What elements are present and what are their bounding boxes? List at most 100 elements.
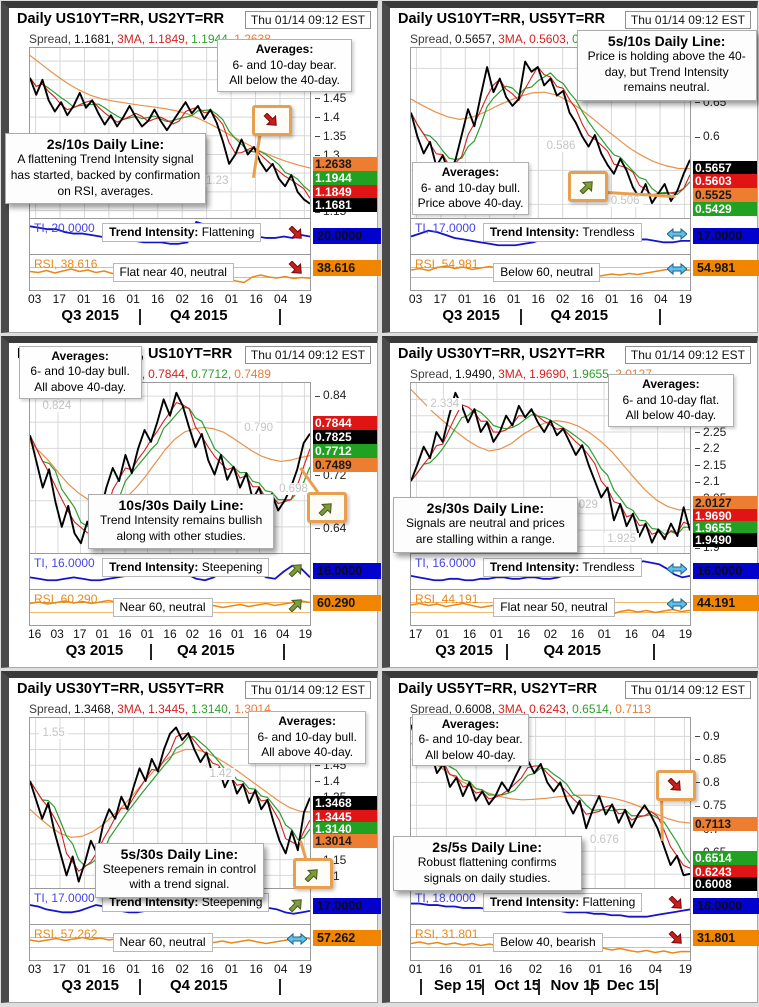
legend-spread-value: 1.1681, [74, 32, 115, 46]
y-axis-tick: 2.1 [695, 474, 720, 488]
x-axis-tick: 04 [648, 962, 663, 976]
analysis-callout: 10s/30s Daily Line: Trend Intensity remai… [88, 493, 275, 550]
averages-note-line: Averages: [441, 165, 500, 180]
ti-plot[interactable] [410, 554, 691, 590]
x-axis-tick: 16 [558, 962, 573, 976]
signal-arrow-box [293, 858, 334, 890]
blue-sideways-arrow-icon [666, 562, 688, 576]
period-axis: Q3 2015 Q4 2015 [410, 307, 691, 329]
x-axis-tick: 17 [52, 292, 66, 306]
x-axis-tick: 16 [118, 627, 132, 641]
averages-note-line: All below 40-day. [425, 747, 516, 762]
x-axis-tick: 16 [580, 292, 594, 306]
y-axis-tick: 2.15 [695, 458, 726, 472]
period-label: Q4 2015 [177, 642, 235, 659]
green-up-arrow-icon [288, 599, 302, 613]
period-divider [282, 644, 285, 660]
y-axis-tick: 1.35 [315, 129, 346, 143]
ti-left-label: TI, 18.0000 [415, 891, 476, 905]
rsi-value-label: 54.981 [693, 260, 759, 276]
trend-intensity-pane: TI, 18.0000 Trend Intensity: Flattening … [410, 889, 759, 925]
x-axis-tick: 16 [438, 962, 453, 976]
period-label: Q4 2015 [550, 307, 609, 324]
averages-note-line: Averages: [642, 377, 700, 392]
ti-plot[interactable] [29, 219, 311, 255]
ti-left-label: TI, 16.0000 [34, 556, 95, 570]
x-axis-tick: 16 [151, 962, 165, 976]
price-label: 0.6514 [693, 851, 757, 866]
x-axis-tick: 01 [468, 962, 483, 976]
price-series-canvas[interactable] [411, 718, 690, 888]
plot-area: 0.70.650.60.550.50.5860.5060.56570.56030… [410, 29, 757, 219]
chart-panel: Daily US30YT=RR, US5YT=RR Thu 01/14 09:1… [1, 671, 381, 1003]
x-axis-tick: 03 [408, 292, 423, 306]
green-up-arrow-icon [288, 564, 302, 578]
legend-ma6-value: 0.6243, [529, 702, 570, 716]
trend-intensity-pane: TI, 17.0000 Trend Intensity: Trendless 1… [410, 219, 759, 255]
rsi-left-label: RSI, 60.290 [34, 592, 98, 606]
legend-spread-label: Spread, [410, 32, 453, 46]
signal-arrow-box [251, 105, 292, 137]
timestamp-box: Thu 01/14 09:12 EST [244, 346, 371, 364]
y-axis-tick: 1.4 [315, 774, 340, 788]
averages-note-line: Averages: [51, 348, 109, 363]
ti-value-label: 16.0000 [313, 563, 381, 579]
period-axis: Sep 15 Oct 15 Nov 15 Dec 15 [410, 977, 691, 999]
green-up-arrow-icon [304, 868, 319, 882]
averages-note-line: Averages: [278, 713, 336, 728]
x-axis-tick: 02 [528, 962, 543, 976]
ti-signal-arrow [666, 561, 688, 582]
red-down-arrow-icon [263, 112, 277, 126]
ti-series-canvas[interactable] [30, 219, 310, 254]
trend-intensity-pane: TI, 20.0000 Trend Intensity: Flattening … [29, 219, 381, 255]
timestamp-box: Thu 01/14 09:12 EST [244, 681, 371, 699]
rsi-status-note: Flat near 50, neutral [493, 598, 615, 617]
x-axis-tick: 16 [618, 962, 633, 976]
ti-signal-arrow [287, 561, 307, 582]
x-axis-tick: 16 [570, 627, 585, 641]
averages-note-line: 6- and 10-day bear. [418, 732, 523, 747]
rsi-signal-arrow [666, 261, 688, 282]
legend-spread-label: Spread, [29, 702, 72, 716]
rsi-left-label: RSI, 57.262 [34, 927, 98, 941]
price-label: 1.9690 [693, 509, 757, 524]
price-label: 1.1681 [313, 198, 377, 213]
rsi-signal-arrow [667, 930, 687, 952]
rsi-value-label: 57.262 [313, 930, 381, 946]
trend-intensity-pane: TI, 16.0000 Trend Intensity: Trendless 1… [410, 554, 759, 590]
rsi-value-label: 44.191 [693, 595, 759, 611]
legend-ma6-value: 1.1849, [148, 32, 189, 46]
rsi-value-label: 31.801 [693, 930, 759, 946]
ti-series-canvas[interactable] [411, 554, 690, 589]
x-axis-tick: 01 [77, 962, 91, 976]
panel-title: Daily US10YT=RR, US5YT=RR [398, 11, 606, 27]
x-axis-tick: 16 [200, 962, 214, 976]
x-axis-tick: 16 [516, 627, 531, 641]
period-label: Nov 15 [550, 977, 600, 994]
legend-ma10-value: 0.6514, [572, 702, 613, 716]
period-divider [537, 979, 540, 995]
x-axis: 01 16 01 16 02 16 01 16 04 19 [409, 961, 692, 977]
x-axis-tick: 02 [556, 292, 570, 306]
analysis-callout: 2s/5s Daily Line: Robust flattening confi… [392, 835, 582, 892]
green-up-arrow-icon [318, 502, 333, 516]
x-axis-tick: 03 [50, 627, 64, 641]
timestamp-box: Thu 01/14 09:12 EST [624, 11, 751, 29]
y-axis-tick: 0.9 [695, 729, 720, 743]
callout-body: Trend Intensity remains bullish along wi… [100, 512, 263, 543]
blue-sideways-arrow-icon [666, 262, 688, 276]
panel-titlebar: Daily US10YT=RR, US2YT=RR Thu 01/14 09:1… [9, 8, 377, 32]
y-axis-tick: 0.84 [315, 388, 346, 402]
averages-note-line: Averages: [255, 42, 314, 57]
analysis-callout: 5s/10s Daily Line: Price is holding above… [576, 29, 757, 102]
panel-title: Daily US10YT=RR, US2YT=RR [17, 11, 225, 27]
legend-spread-label: Spread, [29, 32, 72, 46]
ti-left-label: TI, 17.0000 [415, 221, 476, 235]
rsi-value-label: 60.290 [313, 595, 381, 611]
averages-note: Averages: 6- and 10-day bear. All below th… [216, 39, 353, 93]
rsi-signal-arrow [286, 931, 308, 952]
price-label: 0.5603 [693, 174, 757, 189]
callout-title: 2s/5s Daily Line: [432, 838, 542, 855]
legend-ma40-value: 0.7489 [234, 367, 271, 381]
timestamp-box: Thu 01/14 09:12 EST [624, 681, 751, 699]
